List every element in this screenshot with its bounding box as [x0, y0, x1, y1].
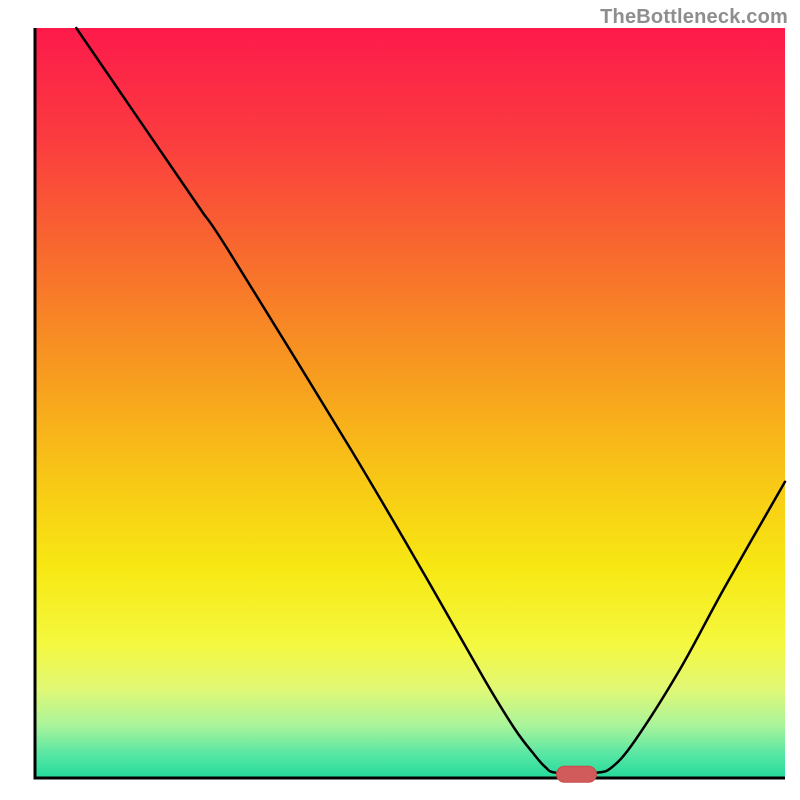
optimal-point-marker	[557, 766, 597, 782]
chart-svg	[0, 0, 800, 800]
plot-background	[35, 28, 785, 778]
chart-container: TheBottleneck.com	[0, 0, 800, 800]
